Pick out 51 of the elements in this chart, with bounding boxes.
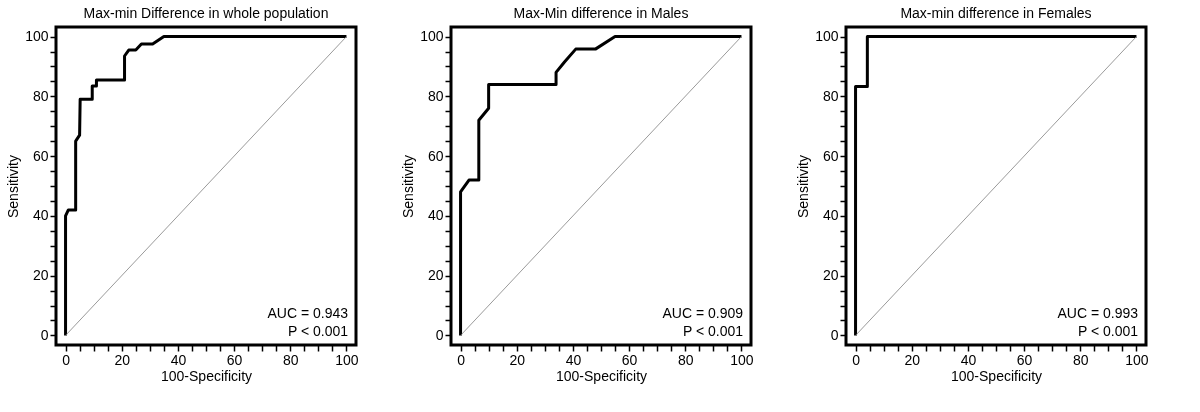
annotation: AUC = 0.943 — [267, 305, 349, 321]
x-tick-label: 0 — [457, 351, 466, 368]
annotation: P < 0.001 — [1077, 323, 1139, 339]
x-tick-label: 100 — [730, 351, 754, 368]
y-tick-label: 60 — [822, 147, 839, 164]
y-tick-label: 100 — [815, 28, 839, 45]
y-tick-label: 80 — [32, 87, 49, 104]
annotation: AUC = 0.993 — [1057, 305, 1139, 321]
x-tick-label: 100 — [335, 351, 359, 368]
y-tick-label: 20 — [822, 267, 839, 284]
x-tick-label: 60 — [1016, 351, 1033, 368]
x-axis-title: 100-Specificity — [555, 367, 648, 384]
x-tick-label: 60 — [621, 351, 638, 368]
annotation: AUC = 0.909 — [662, 305, 744, 321]
y-tick-label: 80 — [822, 87, 839, 104]
y-tick-label: 40 — [427, 207, 444, 224]
x-tick-label: 40 — [960, 351, 977, 368]
x-tick-label: 40 — [565, 351, 582, 368]
y-tick-label: 100 — [25, 28, 49, 45]
x-axis-title: 100-Specificity — [160, 367, 253, 384]
y-tick-label: 80 — [427, 87, 444, 104]
x-tick-label: 80 — [1072, 351, 1089, 368]
y-tick-label: 20 — [32, 267, 49, 284]
x-tick-label: 80 — [677, 351, 694, 368]
x-tick-label: 0 — [62, 351, 71, 368]
y-tick-label: 0 — [830, 326, 839, 343]
y-tick-label: 60 — [32, 147, 49, 164]
x-tick-label: 40 — [170, 351, 187, 368]
annotation: P < 0.001 — [287, 323, 349, 339]
chart-title: Max-min Difference in whole population — [83, 5, 329, 21]
y-axis-title: Sensitivity — [400, 154, 417, 219]
y-tick-label: 40 — [32, 207, 49, 224]
x-tick-label: 60 — [226, 351, 243, 368]
x-tick-label: 20 — [114, 351, 131, 368]
x-tick-label: 80 — [282, 351, 299, 368]
x-tick-label: 100 — [1125, 351, 1149, 368]
x-axis-title: 100-Specificity — [950, 367, 1043, 384]
annotation: P < 0.001 — [682, 323, 744, 339]
y-axis-title: Sensitivity — [5, 154, 22, 219]
x-tick-label: 20 — [509, 351, 526, 368]
y-tick-label: 0 — [40, 326, 49, 343]
y-tick-label: 40 — [822, 207, 839, 224]
x-tick-label: 20 — [904, 351, 921, 368]
x-tick-label: 0 — [852, 351, 861, 368]
y-axis-title: Sensitivity — [795, 154, 812, 219]
y-tick-label: 0 — [435, 326, 444, 343]
y-tick-label: 20 — [427, 267, 444, 284]
y-tick-label: 100 — [420, 28, 444, 45]
y-tick-label: 60 — [427, 147, 444, 164]
chart-title: Max-Min difference in Males — [513, 5, 689, 21]
chart-title: Max-min difference in Females — [900, 5, 1092, 21]
